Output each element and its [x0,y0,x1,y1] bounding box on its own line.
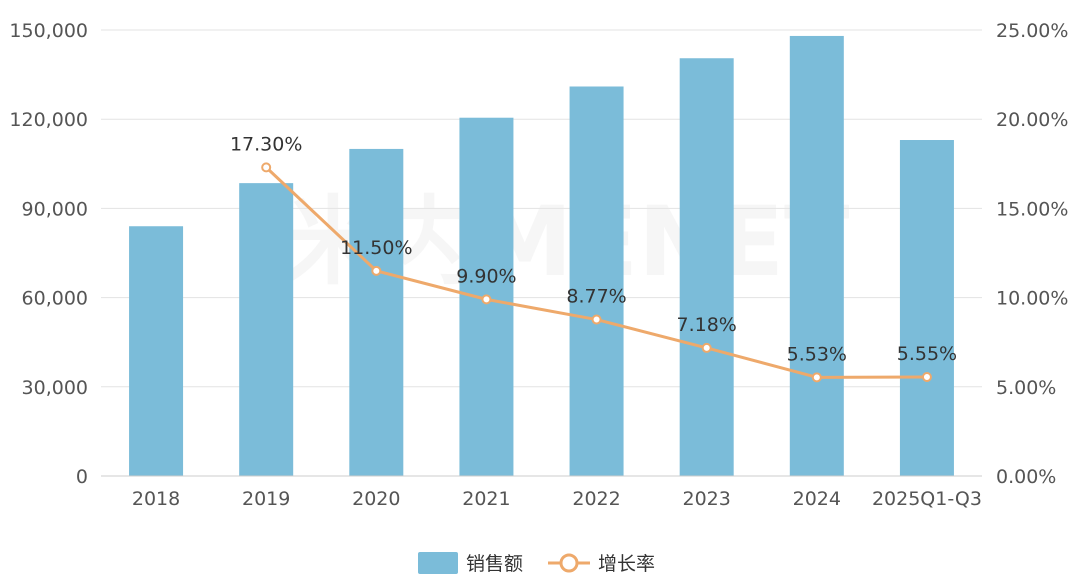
x-tick-label: 2024 [793,488,841,510]
growth-point [371,265,382,276]
y-right-tick-label: 0.00% [996,466,1056,488]
y-right-tick-label: 25.00% [996,20,1068,42]
bar [899,140,954,476]
legend: 销售额 增长率 [418,552,655,575]
data-label: 11.50% [340,237,412,259]
growth-point [811,372,822,383]
growth-point [481,294,492,305]
bar [569,86,624,476]
growth-point [261,162,272,173]
bar [129,226,184,476]
y-left-tick-label: 90,000 [22,198,88,220]
y-left-tick-label: 120,000 [9,109,88,131]
bar-series [129,35,954,477]
y-left-tick-label: 0 [76,466,88,488]
data-label: 7.18% [677,314,737,336]
line-series: 17.30% 11.50% 9.90% 8.77% 7.18% 5.53% 5.55% [230,133,957,383]
x-tick-label: 2022 [572,488,620,510]
x-tick-label: 2023 [683,488,731,510]
x-tick-label: 2021 [462,488,510,510]
data-label: 8.77% [566,286,626,308]
x-tick-label: 2020 [352,488,400,510]
growth-point [591,314,602,325]
y-right-tick-label: 15.00% [996,198,1068,220]
bar [789,35,844,477]
x-tick-label: 2025Q1-Q3 [872,488,982,510]
x-tick-label: 2019 [242,488,290,510]
legend-label-sales: 销售额 [466,553,523,575]
data-label: 17.30% [230,133,302,155]
legend-swatch-sales [418,552,458,574]
y-right-tick-label: 10.00% [996,288,1068,310]
axes: 0 0.00% 30,000 5.00% 60,000 10.00% 90,000 15.00… [9,20,1068,510]
bar [679,58,734,476]
growth-point [921,371,932,382]
x-tick-label: 2018 [132,488,180,510]
data-label: 5.53% [787,343,847,365]
y-right-tick-label: 20.00% [996,109,1068,131]
y-left-tick-label: 30,000 [22,377,88,399]
data-label: 5.55% [897,343,957,365]
legend-swatch-growth-marker [559,553,579,573]
data-label: 9.90% [456,265,516,287]
growth-point [701,342,712,353]
y-right-tick-label: 5.00% [996,377,1056,399]
y-left-tick-label: 60,000 [22,288,88,310]
legend-label-growth: 增长率 [598,553,655,575]
y-left-tick-label: 150,000 [9,20,88,42]
bar [349,148,404,476]
bar [239,183,294,477]
